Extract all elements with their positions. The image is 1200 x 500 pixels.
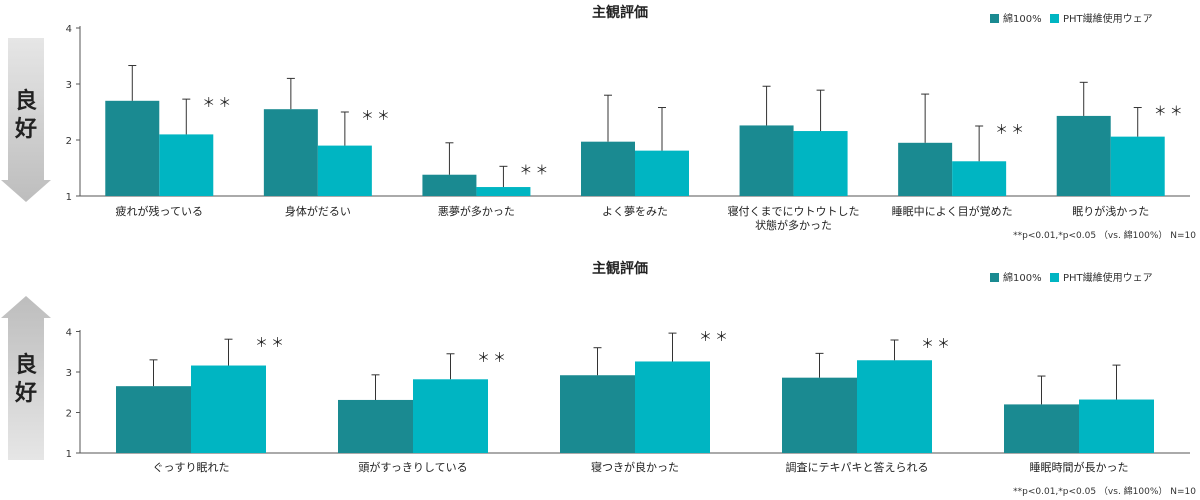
significance-marker: ＊＊ [921, 337, 953, 352]
category-label: 調査にテキパキと答えられる [786, 460, 929, 474]
bar [159, 134, 214, 196]
bar [263, 109, 318, 196]
y-tick-label: 2 [66, 409, 72, 420]
category-label: 身体がだるい [285, 204, 351, 218]
bar [317, 145, 372, 196]
legend-label: PHT繊維使用ウェア [1063, 271, 1153, 284]
significance-marker: ＊＊ [699, 330, 731, 345]
y-tick-label: 4 [66, 24, 72, 35]
legend-label: PHT繊維使用ウェア [1063, 12, 1153, 25]
category-label: ぐっすり眠れた [153, 461, 230, 474]
significance-marker: ＊＊ [995, 123, 1027, 138]
bar [116, 386, 191, 453]
bar [476, 187, 531, 196]
down-arrow-icon [1, 38, 51, 202]
good-label-char: 好 [14, 380, 37, 406]
category-label: 悪夢が多かった [438, 204, 515, 218]
category-label: 寝付くまでにウトウトした [728, 204, 860, 218]
category-label: 眠りが浅かった [1072, 204, 1149, 218]
legend-swatch [1050, 273, 1059, 282]
chart-title: 主観評価 [592, 4, 648, 21]
y-tick-label: 2 [66, 136, 72, 147]
legend-label: 綿100% [1003, 12, 1042, 25]
bar [191, 365, 266, 453]
y-tick-label: 3 [66, 80, 72, 91]
y-tick-label: 1 [66, 449, 72, 460]
bar [1110, 136, 1165, 196]
bar [422, 174, 477, 196]
category-label: 疲れが残っている [116, 204, 203, 218]
category-label: 寝つきが良かった [591, 460, 679, 474]
up-arrow-icon [1, 296, 51, 460]
bar [952, 161, 1007, 196]
y-tick-label: 4 [66, 328, 72, 339]
bar [635, 361, 710, 453]
bar [898, 142, 953, 196]
bar [635, 150, 689, 196]
category-label: よく夢をみた [602, 205, 668, 218]
bar [413, 379, 488, 453]
bar [1056, 115, 1111, 196]
significance-marker: ＊＊ [255, 336, 287, 351]
bar [782, 377, 857, 453]
significance-marker: ＊＊ [361, 109, 393, 124]
stats-note: **p<0.01,*p<0.05 （vs. 綿100%） N=10 [1013, 485, 1196, 497]
significance-marker: ＊＊ [519, 163, 551, 178]
category-label: 睡眠中によく目が覚めた [892, 204, 1013, 218]
good-label-char: 良 [15, 88, 37, 114]
bar [560, 375, 635, 453]
category-label: 状態が多かった [755, 218, 832, 232]
chart-title: 主観評価 [592, 260, 648, 277]
good-label-char: 好 [14, 116, 37, 142]
stats-note: **p<0.01,*p<0.05 （vs. 綿100%） N=10 [1013, 229, 1196, 241]
bar [581, 141, 635, 196]
legend-swatch [990, 273, 999, 282]
legend-swatch [1050, 14, 1059, 23]
category-label: 睡眠時間が長かった [1030, 460, 1129, 474]
good-label-char: 良 [15, 352, 37, 378]
bar [105, 100, 160, 196]
significance-marker: ＊＊ [202, 96, 234, 111]
bar [739, 125, 794, 196]
bar [857, 360, 932, 453]
bar [1004, 404, 1079, 453]
bar [793, 131, 848, 196]
y-tick-label: 1 [66, 192, 72, 203]
legend-swatch [990, 14, 999, 23]
y-tick-label: 3 [66, 368, 72, 379]
significance-marker: ＊＊ [477, 351, 509, 366]
legend-label: 綿100% [1003, 271, 1042, 284]
significance-marker: ＊＊ [1154, 105, 1186, 120]
category-label: 頭がすっきりしている [358, 460, 467, 474]
bar [338, 399, 413, 453]
bar [1079, 399, 1154, 453]
